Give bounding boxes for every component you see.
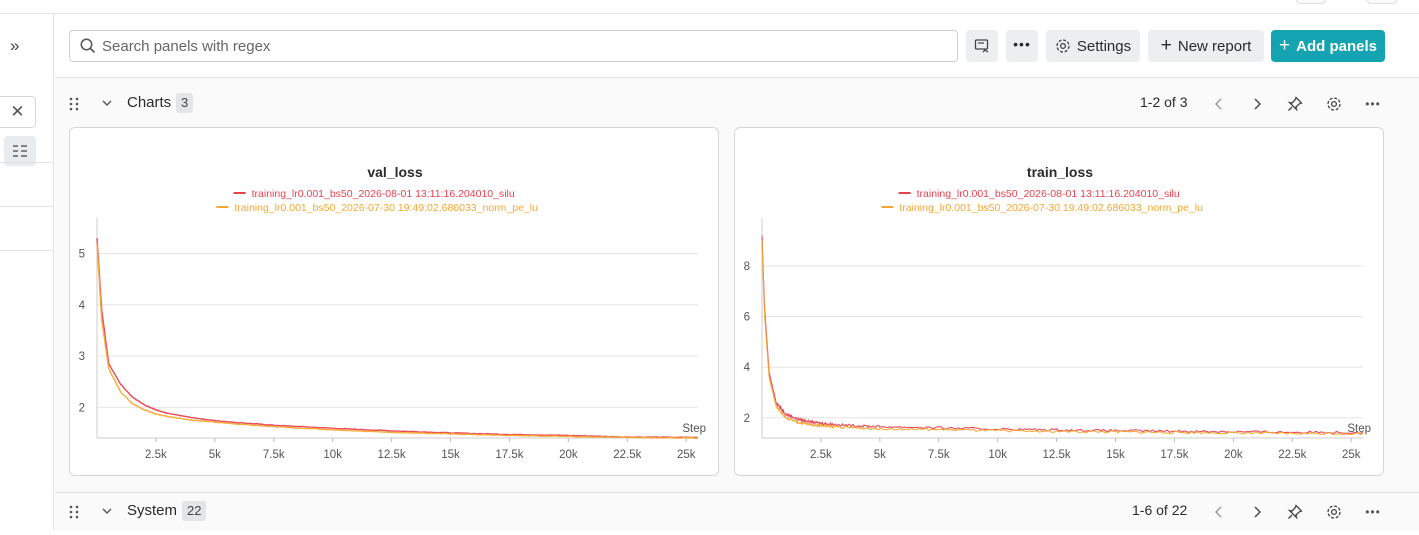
chevron-down-icon[interactable] — [101, 97, 113, 109]
x-tick-label: 15k — [1106, 449, 1125, 461]
series-line — [96, 243, 699, 440]
plus-icon: + — [1160, 35, 1172, 56]
legend-label: training_lr0.001_bs50_2026-08-01 13:11:1… — [917, 188, 1180, 200]
pagination-label: 1-2 of 3 — [1140, 94, 1188, 110]
chevron-down-icon[interactable] — [101, 505, 113, 517]
divider — [0, 206, 53, 207]
x-tick-label: 10k — [988, 449, 1007, 461]
top-tab[interactable] — [1296, 0, 1326, 4]
section-title[interactable]: System — [127, 502, 178, 519]
y-tick-label: 3 — [79, 351, 85, 363]
pin-icon[interactable] — [1285, 94, 1305, 114]
y-tick-label: 2 — [79, 402, 85, 414]
x-axis-label: Step — [682, 423, 706, 435]
search-input[interactable] — [102, 37, 942, 55]
series-line — [761, 240, 1364, 436]
main-area: ••• Settings + New report + Add panels C… — [55, 14, 1419, 530]
chevron-left-icon[interactable] — [1209, 502, 1229, 522]
add-panels-button[interactable]: + Add panels — [1271, 30, 1385, 62]
top-tab[interactable] — [1367, 0, 1397, 4]
charts-section-header: Charts 3 1-2 of 3 ••• — [55, 79, 1419, 127]
panel-count-badge: 3 — [176, 93, 194, 113]
x-tick-label: 15k — [441, 449, 460, 461]
legend-label: training_lr0.001_bs50_2026-07-30 19:49:0… — [234, 202, 538, 214]
y-tick-label: 4 — [79, 300, 86, 312]
y-tick-label: 8 — [744, 261, 750, 273]
settings-button[interactable]: Settings — [1046, 30, 1140, 62]
x-tick-label: 25k — [677, 449, 696, 461]
chart-title: train_loss — [1027, 164, 1093, 180]
section-title[interactable]: Charts — [127, 94, 172, 111]
plus-icon: + — [1279, 35, 1291, 56]
close-icon[interactable]: ✕ — [0, 96, 36, 128]
pagination-label: 1-6 of 22 — [1132, 502, 1188, 518]
legend-label: training_lr0.001_bs50_2026-08-01 13:11:1… — [252, 188, 515, 200]
y-tick-label: 6 — [744, 312, 750, 324]
x-tick-label: 22.5k — [1278, 449, 1306, 461]
x-tick-label: 10k — [323, 449, 342, 461]
x-tick-label: 5k — [874, 449, 886, 461]
double-chevron-right-icon[interactable]: » — [10, 36, 20, 55]
search-box[interactable] — [69, 30, 958, 62]
x-axis-label: Step — [1347, 423, 1371, 435]
x-tick-label: 12.5k — [378, 449, 406, 461]
search-icon — [80, 38, 96, 54]
system-section: System 22 1-6 of 22 ••• — [55, 493, 1419, 530]
gear-icon[interactable] — [1324, 94, 1344, 114]
chart-panel-val-loss[interactable]: val_loss training_lr0.001_bs50_2026-08-01… — [69, 127, 719, 476]
x-tick-label: 17.5k — [495, 449, 523, 461]
system-section-header: System 22 1-6 of 22 ••• — [55, 487, 1419, 535]
settings-label: Settings — [1076, 37, 1132, 55]
x-tick-label: 7.5k — [263, 449, 285, 461]
x-tick-label: 20k — [559, 449, 578, 461]
new-report-label: New report — [1177, 37, 1252, 55]
x-tick-label: 2.5k — [145, 449, 167, 461]
chart-panel-train-loss[interactable]: train_loss training_lr0.001_bs50_2026-08-… — [734, 127, 1384, 476]
legend-label: training_lr0.001_bs50_2026-07-30 19:49:0… — [899, 202, 1203, 214]
x-tick-label: 22.5k — [613, 449, 641, 461]
left-panel: » ✕ — [0, 14, 54, 530]
chevron-left-icon[interactable] — [1209, 94, 1229, 114]
val-loss-chart: val_loss training_lr0.001_bs50_2026-08-01… — [79, 164, 706, 461]
train-loss-chart: train_loss training_lr0.001_bs50_2026-08-… — [744, 164, 1371, 461]
y-tick-label: 2 — [744, 413, 750, 425]
gear-icon — [1056, 39, 1070, 53]
more-options-button[interactable]: ••• — [1006, 30, 1038, 62]
search-toolbar: ••• Settings + New report + Add panels — [55, 14, 1419, 78]
x-tick-label: 17.5k — [1160, 449, 1188, 461]
y-tick-label: 5 — [79, 249, 85, 261]
x-tick-label: 12.5k — [1043, 449, 1071, 461]
x-tick-label: 25k — [1342, 449, 1361, 461]
section-divider — [55, 492, 1419, 493]
series-line — [761, 235, 1364, 435]
x-tick-label: 7.5k — [928, 449, 950, 461]
divider — [0, 162, 53, 163]
charts-section: Charts 3 1-2 of 3 ••• val_loss training_l… — [55, 79, 1419, 492]
new-report-button[interactable]: + New report — [1148, 30, 1264, 62]
top-strip — [0, 0, 1419, 14]
chevron-right-icon[interactable] — [1247, 502, 1267, 522]
ellipsis-icon[interactable]: ••• — [1365, 97, 1381, 111]
add-panels-label: Add panels — [1296, 37, 1377, 55]
gear-icon[interactable] — [1324, 502, 1344, 522]
chevron-right-icon[interactable] — [1247, 94, 1267, 114]
chart-options-button[interactable] — [966, 30, 998, 62]
ellipsis-icon: ••• — [1013, 36, 1031, 52]
grid-list-icon[interactable] — [4, 136, 36, 166]
y-tick-label: 4 — [744, 362, 751, 374]
x-tick-label: 5k — [209, 449, 221, 461]
drag-handle-icon[interactable] — [69, 505, 79, 519]
pin-icon[interactable] — [1285, 502, 1305, 522]
chart-title: val_loss — [367, 164, 422, 180]
chart-edit-icon — [974, 39, 989, 53]
divider — [0, 250, 53, 251]
ellipsis-icon[interactable]: ••• — [1365, 505, 1381, 519]
drag-handle-icon[interactable] — [69, 97, 79, 111]
x-tick-label: 20k — [1224, 449, 1243, 461]
panel-count-badge: 22 — [182, 501, 207, 521]
x-tick-label: 2.5k — [810, 449, 832, 461]
